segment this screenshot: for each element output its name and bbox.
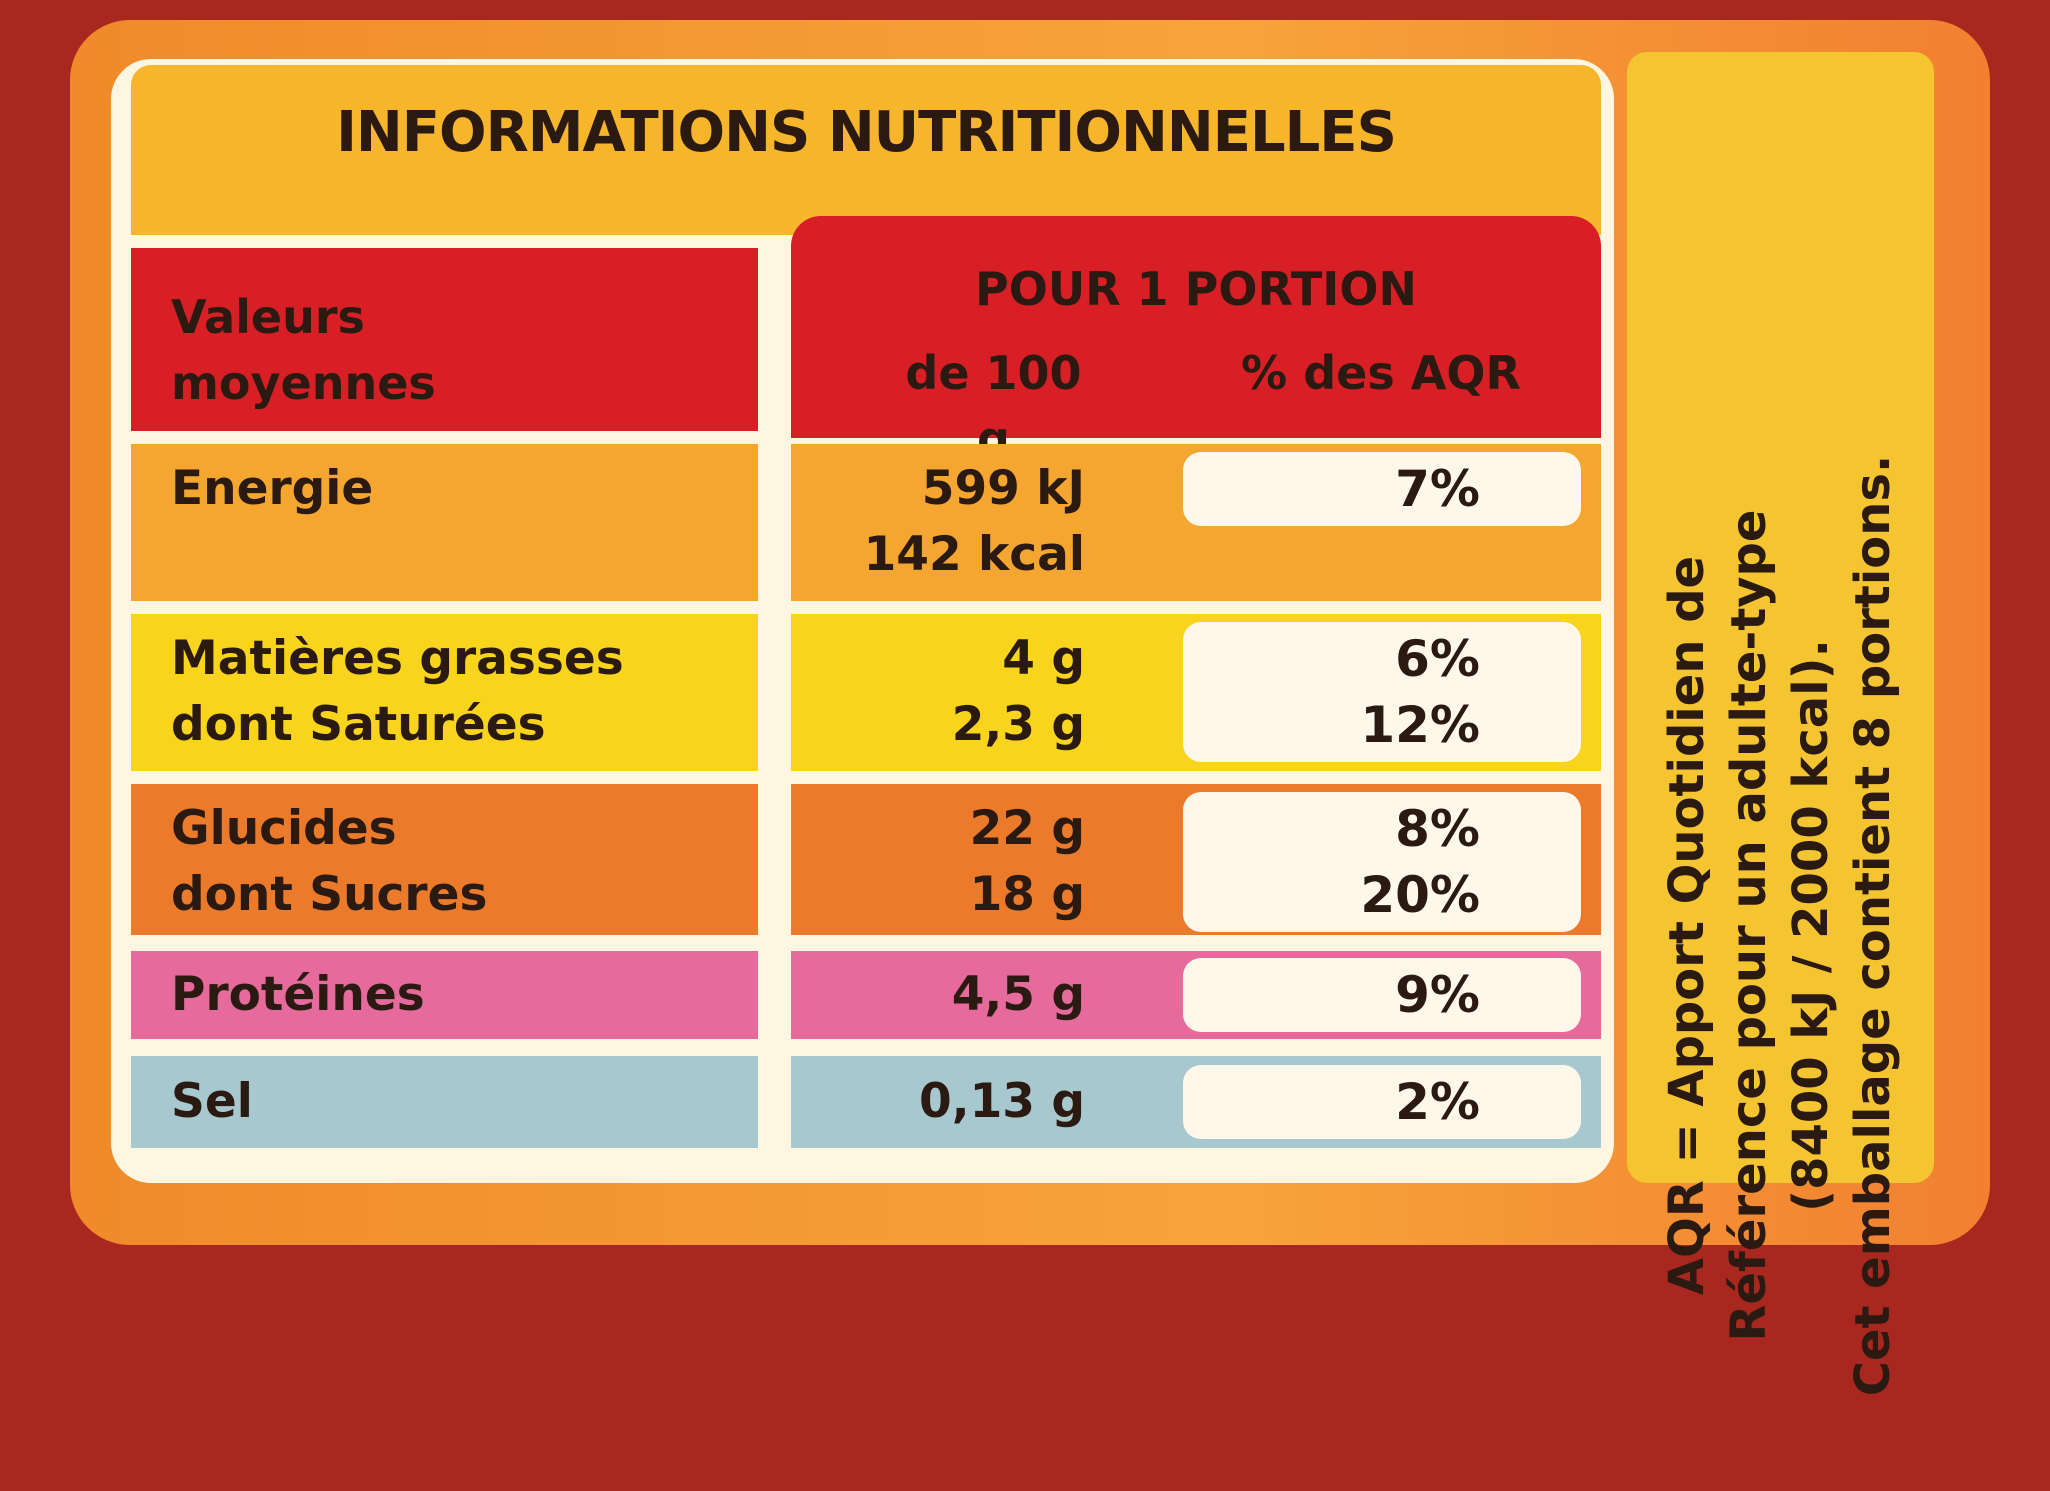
amount: 4 g <box>1002 631 1085 686</box>
header-label-line: Valeurs <box>171 290 365 344</box>
row-left-bg <box>131 444 758 601</box>
aqr-box <box>1183 958 1581 1032</box>
amount: 0,13 g <box>919 1074 1085 1129</box>
header-portion: POUR 1 PORTION <box>975 262 1417 316</box>
nutrient-label: Matières grasses <box>171 631 624 686</box>
aqr-box <box>1183 452 1581 526</box>
amount: 4,5 g <box>951 967 1085 1022</box>
amount: 2,3 g <box>951 697 1085 752</box>
aqr-box <box>1183 1065 1581 1139</box>
aqr-value: 12% <box>1360 696 1480 754</box>
amount: 599 kJ <box>921 461 1085 516</box>
page: INFORMATIONS NUTRITIONNELLES Valeurs moy… <box>70 20 1990 1397</box>
row-left-bg <box>131 614 758 771</box>
aqr-box <box>1183 622 1581 762</box>
title-band <box>131 65 1601 235</box>
aqr-value: 9% <box>1395 966 1480 1024</box>
row-left-bg <box>131 784 758 935</box>
header-right: POUR 1 PORTION de 100 g % des AQR <box>791 216 1601 466</box>
side-note-line: AQR = Apport Quotidien de <box>1658 555 1715 1296</box>
nutrient-label: Protéines <box>171 967 425 1022</box>
amount: 22 g <box>969 801 1085 856</box>
header-aqr: % des AQR <box>1241 346 1521 400</box>
title: INFORMATIONS NUTRITIONNELLES <box>336 100 1397 165</box>
aqr-value: 6% <box>1395 630 1480 688</box>
side-note: AQR = Apport Quotidien de Référence pour … <box>1626 360 1933 1491</box>
aqr-value: 7% <box>1395 460 1480 518</box>
aqr-box <box>1183 792 1581 932</box>
amount: 142 kcal <box>863 527 1085 582</box>
header-left: Valeurs moyennes <box>131 248 758 431</box>
aqr-value: 8% <box>1395 800 1480 858</box>
nutrient-label: dont Saturées <box>171 697 546 752</box>
nutrient-label: Sel <box>171 1074 253 1129</box>
side-note-line: (8400 kJ / 2000 kcal). <box>1782 639 1839 1212</box>
nutrient-label: Glucides <box>171 801 397 856</box>
amount: 18 g <box>969 867 1085 922</box>
row-left-bg <box>131 951 758 1039</box>
nutrient-label: dont Sucres <box>171 867 488 922</box>
header-label-line: moyennes <box>171 356 436 410</box>
aqr-value: 2% <box>1395 1073 1480 1131</box>
aqr-value: 20% <box>1360 866 1480 924</box>
row-left-bg <box>131 1056 758 1148</box>
side-panel <box>1627 52 1934 1183</box>
nutrient-label: Energie <box>171 461 374 516</box>
header-label: Valeurs moyennes <box>131 248 758 416</box>
side-note-line: Cet emballage contient 8 portions. <box>1844 454 1901 1397</box>
side-note-line: Référence pour un adulte-type <box>1720 509 1777 1342</box>
